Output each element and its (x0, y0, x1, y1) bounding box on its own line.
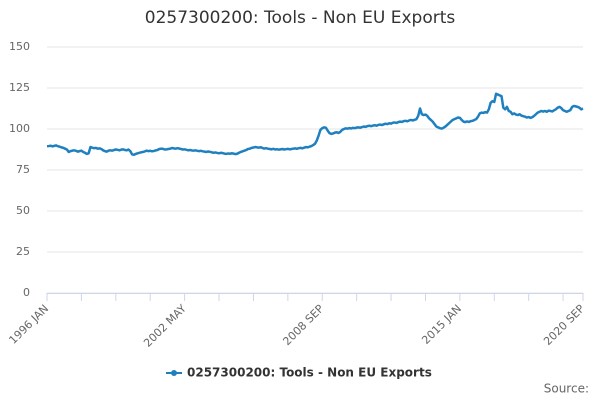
line (46, 92, 584, 156)
source: Source: (544, 382, 589, 396)
x-tick-label: 2008 SEP (280, 302, 326, 348)
y-tick-label: 100 (9, 122, 30, 135)
legend-marker (171, 370, 177, 376)
y-tick-label: 0 (23, 286, 30, 299)
chart-title: 0257300200: Tools - Non EU Exports (145, 8, 456, 28)
y-tick-label: 25 (16, 245, 30, 258)
x-tick-label: 2015 JAN (419, 302, 464, 347)
y-tick-label: 75 (16, 163, 30, 176)
x-tick-label: 2002 MAY (141, 302, 189, 350)
legend-label: 0257300200: Tools - Non EU Exports (187, 366, 432, 380)
x-tick-label: 1996 JAN (6, 302, 51, 347)
y-tick-label: 125 (9, 81, 30, 94)
y-tick-label: 150 (9, 40, 30, 53)
y-tick-label: 50 (16, 204, 30, 217)
legend-item: 0257300200: Tools - Non EU Exports (166, 366, 432, 380)
x-tick-label: 2020 SEP (541, 302, 587, 348)
